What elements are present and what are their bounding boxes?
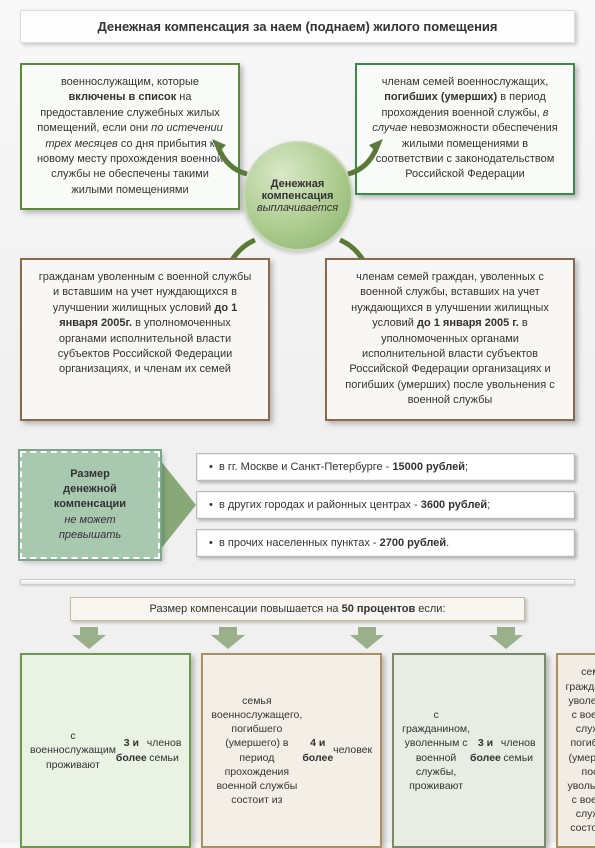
condition-box: с гражданином, уволенным с военной служб… xyxy=(392,653,545,847)
limit-row: • в прочих населенных пунктах - 2700 руб… xyxy=(196,529,575,557)
limits-section: Размер денежной компенсации не может пре… xyxy=(20,451,575,560)
limits-title-l1: Размер xyxy=(32,467,148,482)
circle-line3: выплачивается xyxy=(257,202,338,214)
limit-row: • в гг. Москве и Санкт-Петербурге - 1500… xyxy=(196,453,575,481)
limits-title-l4: не может превышать xyxy=(32,513,148,544)
divider xyxy=(20,579,575,585)
page-title: Денежная компенсация за наем (поднаем) ж… xyxy=(20,10,575,43)
top-row: военнослужащим, которые включены в списо… xyxy=(20,63,575,218)
down-arrows-row xyxy=(20,627,575,649)
conditions-row: с военнослужащим проживают 3 и более чле… xyxy=(20,653,575,847)
box-top-left: военнослужащим, которые включены в списо… xyxy=(20,63,240,210)
box-top-right: членам семей военнослужащих, погибших (у… xyxy=(355,63,575,195)
limits-title-box: Размер денежной компенсации не может пре… xyxy=(20,451,160,560)
limits-title-l3: компенсации xyxy=(32,497,148,512)
limit-row: • в других городах и районных центрах - … xyxy=(196,491,575,519)
down-arrow-icon xyxy=(350,627,384,649)
circle-line1: Денежная xyxy=(271,178,325,190)
down-arrow-icon xyxy=(72,627,106,649)
big-arrow-icon xyxy=(160,460,196,550)
box-bottom-left: гражданам уволенным с военной службы и в… xyxy=(20,258,270,421)
increase-bar: Размер компенсации повышается на 50 проц… xyxy=(70,597,525,621)
down-arrow-icon xyxy=(489,627,523,649)
box-bottom-right: членам семей граждан, уволенных с военно… xyxy=(325,258,575,421)
center-circle: Денежная компенсация выплачивается xyxy=(243,141,353,251)
limits-list: • в гг. Москве и Санкт-Петербурге - 1500… xyxy=(196,451,575,560)
condition-box: семья военнослужащего, погибшего (умерше… xyxy=(201,653,382,847)
condition-box: с военнослужащим проживают 3 и более чле… xyxy=(20,653,191,847)
condition-box: семья гражданина, уволенного с военной с… xyxy=(556,653,595,847)
limits-title-l2: денежной xyxy=(32,482,148,497)
circle-line2: компенсация xyxy=(262,190,334,202)
down-arrow-icon xyxy=(211,627,245,649)
bottom-row: гражданам уволенным с военной службы и в… xyxy=(20,258,575,421)
